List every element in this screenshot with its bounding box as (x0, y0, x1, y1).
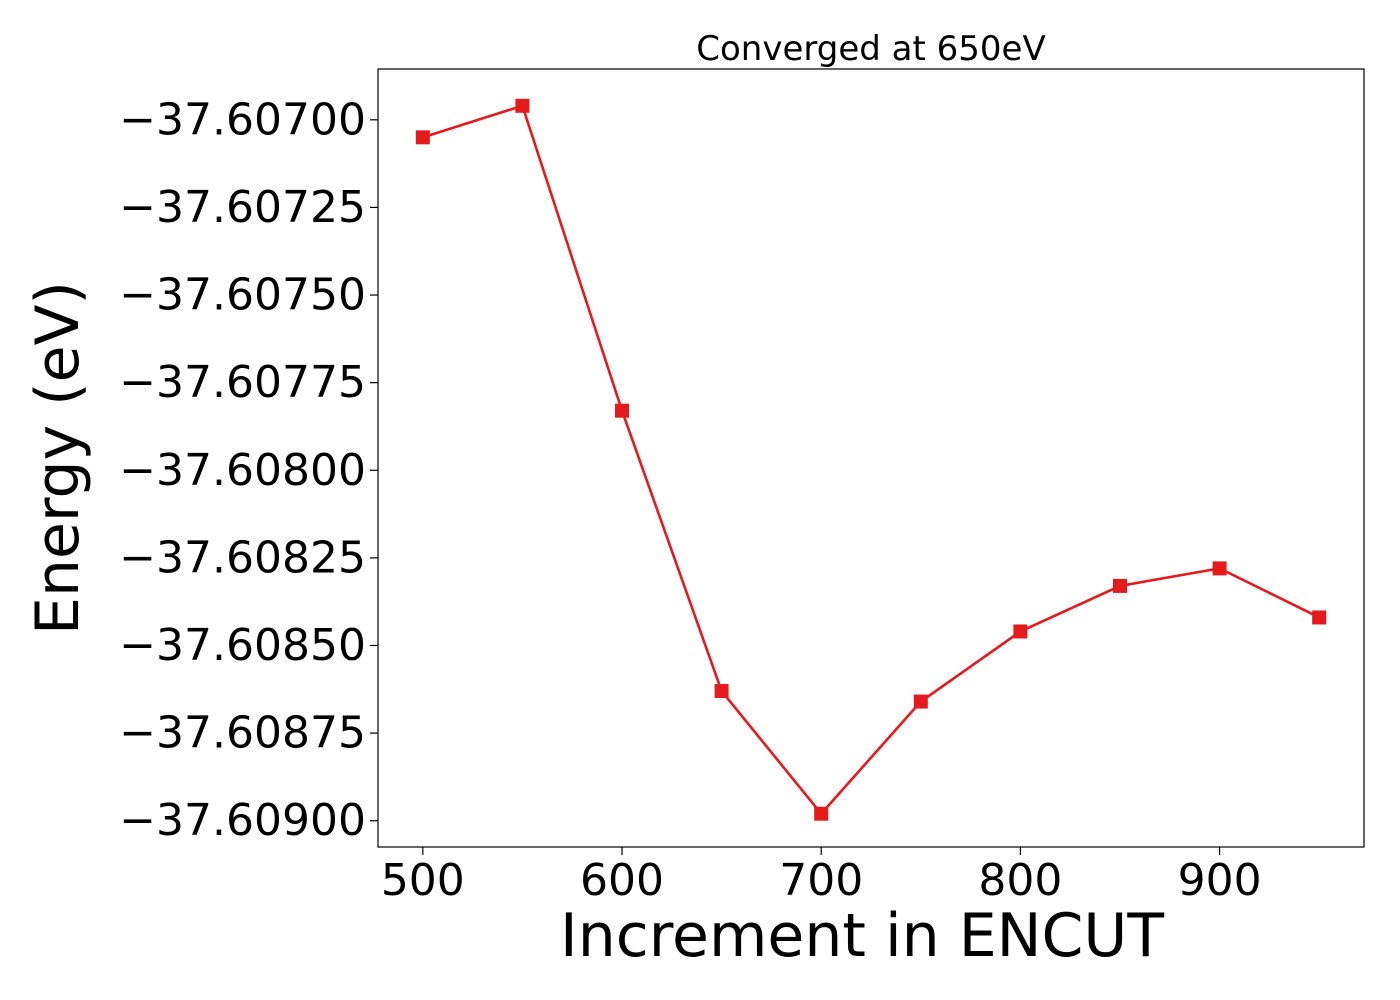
x-tick-label: 900 (1178, 855, 1262, 906)
x-axis-label: Increment in ENCUT (560, 901, 1164, 971)
data-point (415, 130, 430, 145)
x-tick-label: 600 (580, 855, 664, 906)
plot-frame (377, 68, 1365, 848)
data-point (1013, 624, 1028, 639)
chart-title: Converged at 650eV (696, 29, 1045, 69)
y-tick-label: −37.60775 (119, 357, 366, 408)
y-tick-label: −37.60825 (119, 532, 366, 583)
data-point (814, 806, 829, 821)
x-tick-label: 700 (779, 855, 863, 906)
data-point (615, 403, 630, 418)
data-point (1212, 561, 1227, 576)
y-tick-label: −37.60700 (119, 94, 366, 145)
y-axis-ticks: −37.60700 −37.60725 −37.60750 −37.60775 −37.… (119, 94, 378, 846)
data-point (913, 694, 928, 709)
y-tick-label: −37.60875 (119, 708, 366, 759)
data-point (714, 684, 729, 699)
x-axis-ticks: 500 600 700 800 900 (381, 847, 1262, 906)
data-point (1112, 578, 1127, 593)
series-line (422, 104, 1320, 816)
data-point (515, 98, 530, 113)
y-tick-label: −37.60750 (119, 270, 366, 321)
plot-area (415, 98, 1327, 821)
y-axis-label: Energy (eV) (23, 281, 93, 635)
y-tick-label: −37.60900 (119, 795, 366, 846)
y-tick-label: −37.60850 (119, 620, 366, 671)
x-tick-label: 800 (978, 855, 1062, 906)
y-tick-label: −37.60800 (119, 445, 366, 496)
y-tick-label: −37.60725 (119, 182, 366, 233)
x-tick-label: 500 (381, 855, 465, 906)
data-point (1312, 610, 1327, 625)
